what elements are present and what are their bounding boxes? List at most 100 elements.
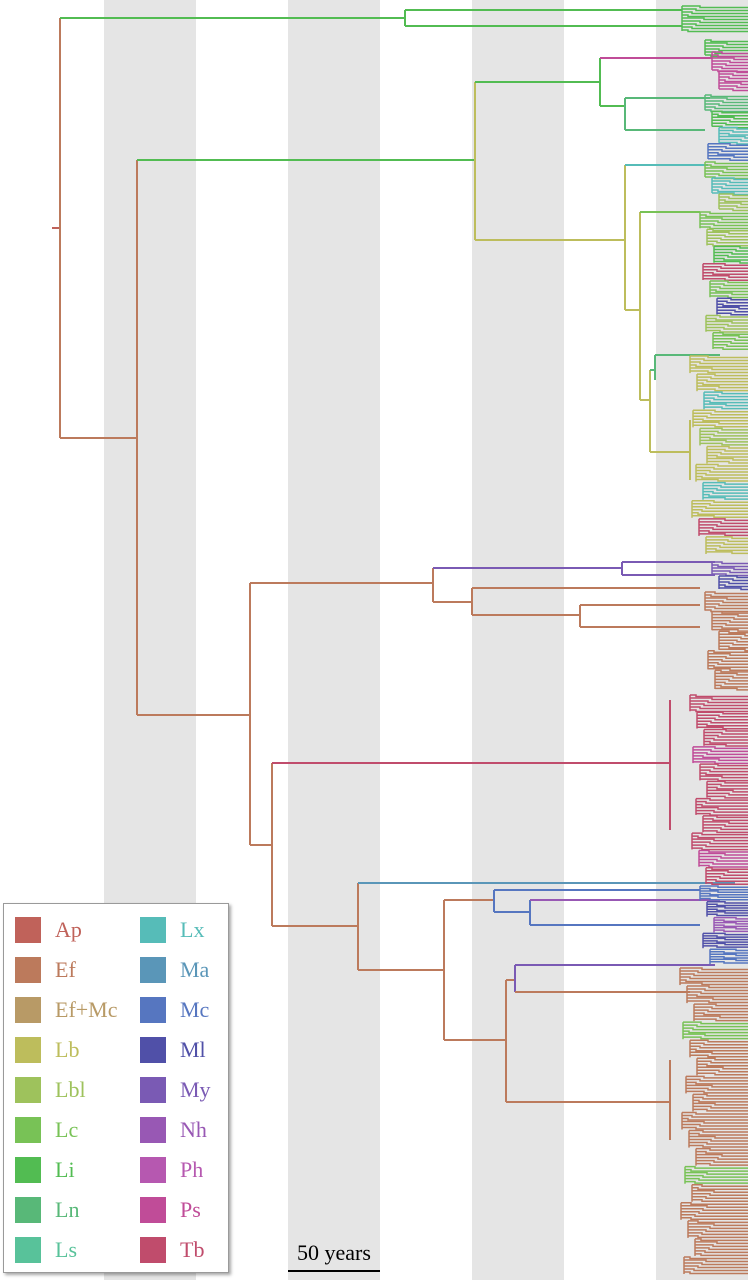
tip-branch <box>705 603 748 607</box>
tip-branch <box>685 1174 748 1178</box>
legend-item: Li <box>15 1156 75 1184</box>
tip-branch <box>693 1102 748 1106</box>
tip-branches <box>679 5 748 1275</box>
tip-branch <box>706 314 748 318</box>
tip-branch <box>705 170 748 174</box>
tip-branch <box>719 642 748 646</box>
tip-branch <box>696 1162 748 1166</box>
tip-branch <box>696 1150 748 1154</box>
tip-branch <box>703 278 748 281</box>
tip-branch <box>712 189 748 193</box>
tip-branch <box>692 841 748 845</box>
tip-branch <box>682 1117 748 1121</box>
tip-branch <box>686 1078 748 1082</box>
tip-branch <box>696 803 748 807</box>
legend-label: My <box>180 1077 211 1102</box>
tip-branch <box>693 409 748 413</box>
tip-branch <box>697 1066 748 1070</box>
legend-item: Ap <box>15 916 82 944</box>
legend-swatch <box>140 1157 166 1183</box>
tip-branch <box>710 283 748 287</box>
tip-branch <box>708 668 748 672</box>
tip-branch <box>697 717 748 721</box>
tip-branch <box>713 344 748 347</box>
tip-branch <box>696 806 748 810</box>
tip-branch <box>706 317 748 321</box>
legend-swatch <box>15 1117 41 1143</box>
legend-item: My <box>140 1076 211 1104</box>
tip-branch <box>703 818 748 822</box>
tip-branch <box>703 942 748 946</box>
tip-branch <box>712 60 748 64</box>
tip-branch <box>700 769 748 773</box>
tip-branch <box>704 397 748 401</box>
tip-branch <box>714 924 748 928</box>
tip-branch <box>693 1105 748 1109</box>
tip-branch <box>686 1084 748 1088</box>
tip-branch <box>712 54 748 58</box>
tip-branch <box>692 1183 748 1187</box>
legend-item: Lx <box>140 916 204 944</box>
legend-item: Lc <box>15 1116 78 1144</box>
tip-branch <box>689 1129 748 1133</box>
tip-branch <box>704 737 748 741</box>
tip-branch <box>706 875 748 879</box>
tip-branch <box>697 720 748 724</box>
legend-item: Ef <box>15 956 76 984</box>
tip-branch <box>719 645 748 649</box>
tip-branch <box>707 234 748 238</box>
tip-branch <box>700 433 748 437</box>
tip-branch <box>708 662 748 666</box>
tip-branch <box>715 687 748 691</box>
tip-branch <box>700 220 748 224</box>
tip-branch <box>719 587 748 591</box>
tip-branch <box>697 1057 748 1061</box>
legend-item: Ml <box>140 1036 206 1064</box>
tip-branch <box>700 214 748 218</box>
tip-branch <box>705 600 748 604</box>
tip-branch <box>697 385 748 389</box>
tip-branch <box>690 361 748 365</box>
tip-branch <box>719 208 748 212</box>
tip-branch <box>719 205 748 209</box>
tip-branch <box>693 418 748 422</box>
tip-branch <box>682 26 748 30</box>
tip-branch <box>704 403 748 407</box>
legend-swatch <box>140 1197 166 1223</box>
tip-branch <box>690 706 748 710</box>
tip-branch <box>703 932 748 936</box>
tip-branch <box>710 292 748 296</box>
tip-branch <box>715 681 748 685</box>
tip-branch <box>690 358 748 362</box>
tip-branch <box>692 832 748 836</box>
tip-branch <box>694 1018 748 1022</box>
tip-branch <box>693 412 748 416</box>
tip-branch <box>719 636 748 640</box>
tip-branch <box>694 1009 748 1013</box>
tip-branch <box>697 382 748 386</box>
tip-branch <box>700 772 748 776</box>
tip-branch <box>688 1226 748 1230</box>
time-band <box>472 0 564 1280</box>
tip-branch <box>719 581 748 585</box>
tip-branch <box>700 897 748 901</box>
tip-branch <box>700 778 748 782</box>
tip-branch <box>687 985 748 989</box>
tip-branch <box>680 970 748 974</box>
tip-branch <box>680 982 748 986</box>
tip-branch <box>684 1271 748 1275</box>
tip-branch <box>688 1220 748 1224</box>
tip-branch <box>708 149 748 152</box>
tip-branch <box>685 1168 748 1172</box>
tip-branch <box>719 138 748 142</box>
tip-branch <box>719 196 748 200</box>
legend-swatch <box>140 957 166 983</box>
tip-branch <box>706 545 748 549</box>
legend-item: Ph <box>140 1156 203 1184</box>
tip-branch <box>710 960 748 964</box>
tip-branch <box>690 694 748 698</box>
tip-branch <box>693 1096 748 1100</box>
tip-branch <box>683 1036 748 1040</box>
tip-branch <box>715 678 748 682</box>
tip-branch <box>703 487 748 491</box>
